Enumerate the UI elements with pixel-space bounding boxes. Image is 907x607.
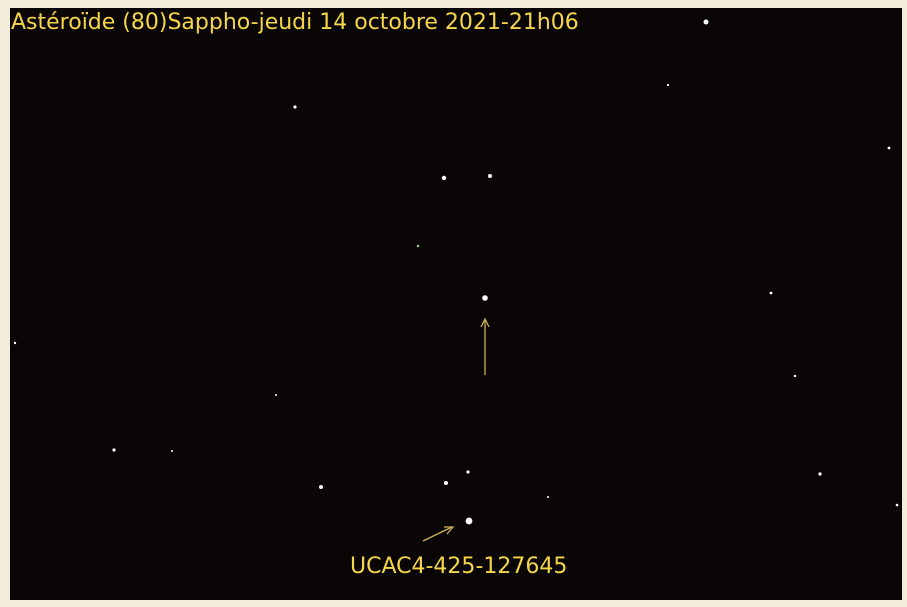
star <box>895 503 899 507</box>
star <box>444 481 448 485</box>
arrow-head <box>480 317 490 328</box>
star <box>416 244 420 248</box>
star <box>769 291 773 295</box>
star <box>887 146 891 150</box>
asteroid <box>482 295 488 301</box>
star <box>666 83 670 87</box>
star <box>441 175 447 181</box>
star <box>319 485 323 489</box>
star <box>793 374 797 378</box>
star <box>112 448 116 452</box>
reference-star <box>465 517 473 525</box>
star <box>275 394 277 396</box>
arrow <box>422 526 453 542</box>
star <box>547 496 549 498</box>
star <box>466 470 470 474</box>
arrow-head <box>444 526 455 535</box>
star <box>818 472 822 476</box>
sky-photo <box>10 8 902 600</box>
star <box>488 174 492 178</box>
arrows <box>422 317 490 542</box>
star <box>293 105 297 109</box>
star-label: UCAC4-425-127645 <box>350 554 567 579</box>
star <box>171 450 173 452</box>
star <box>703 19 709 25</box>
title: Astéroïde (80)Sappho-jeudi 14 octobre 20… <box>11 10 579 35</box>
star <box>13 341 17 345</box>
stars <box>13 19 899 525</box>
